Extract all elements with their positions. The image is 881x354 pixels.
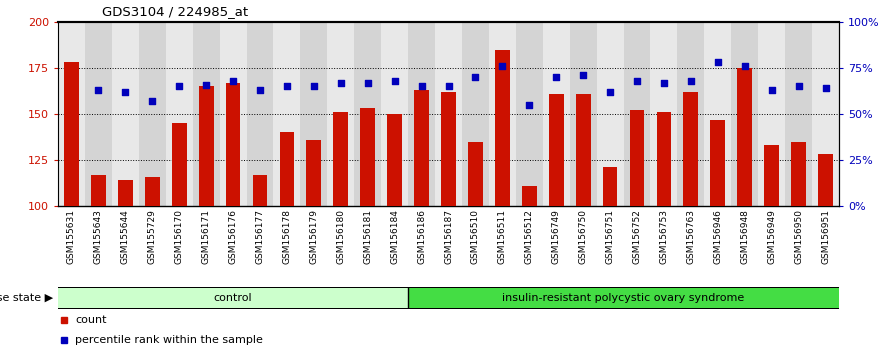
Text: insulin-resistant polycystic ovary syndrome: insulin-resistant polycystic ovary syndr… xyxy=(502,293,744,303)
Bar xyxy=(58,22,85,206)
Text: disease state ▶: disease state ▶ xyxy=(0,293,53,303)
Bar xyxy=(543,22,570,206)
Bar xyxy=(58,288,408,308)
Bar xyxy=(596,22,624,206)
Bar xyxy=(603,167,618,206)
Bar xyxy=(85,22,112,206)
Bar xyxy=(759,22,785,206)
Bar xyxy=(139,22,166,206)
Bar xyxy=(253,175,268,206)
Point xyxy=(280,84,294,89)
Bar xyxy=(64,62,79,206)
Point xyxy=(199,82,213,87)
Bar xyxy=(381,22,408,206)
Point xyxy=(415,84,429,89)
Point xyxy=(92,87,106,93)
Point xyxy=(118,89,132,95)
Point xyxy=(657,80,671,86)
Bar xyxy=(489,22,516,206)
Point xyxy=(576,73,590,78)
Bar xyxy=(785,22,812,206)
Bar xyxy=(388,114,402,206)
Bar xyxy=(624,22,650,206)
Bar xyxy=(650,22,677,206)
Bar xyxy=(247,22,273,206)
Bar xyxy=(91,175,106,206)
Bar xyxy=(279,132,294,206)
Bar xyxy=(273,22,300,206)
Text: percentile rank within the sample: percentile rank within the sample xyxy=(75,335,263,345)
Bar xyxy=(408,288,839,308)
Point xyxy=(388,78,402,84)
Point xyxy=(791,84,805,89)
Bar xyxy=(462,22,489,206)
Point xyxy=(765,87,779,93)
Bar xyxy=(630,110,644,206)
Bar xyxy=(570,22,596,206)
Bar xyxy=(576,94,590,206)
Bar xyxy=(166,22,193,206)
Text: GDS3104 / 224985_at: GDS3104 / 224985_at xyxy=(102,5,248,18)
Point xyxy=(549,74,563,80)
Point xyxy=(226,78,241,84)
Point xyxy=(495,63,509,69)
Bar xyxy=(704,22,731,206)
Bar xyxy=(199,86,213,206)
Point xyxy=(253,87,267,93)
Bar xyxy=(764,145,779,206)
Bar xyxy=(414,90,429,206)
Bar xyxy=(731,22,759,206)
Point xyxy=(172,84,186,89)
Bar xyxy=(812,22,839,206)
Point xyxy=(684,78,698,84)
Bar xyxy=(118,180,133,206)
Bar xyxy=(435,22,462,206)
Bar xyxy=(522,186,537,206)
Bar xyxy=(791,142,806,206)
Point xyxy=(522,102,537,108)
Bar xyxy=(516,22,543,206)
Bar xyxy=(818,154,833,206)
Bar xyxy=(360,108,375,206)
Point xyxy=(737,63,751,69)
Bar xyxy=(219,22,247,206)
Bar xyxy=(441,92,455,206)
Point xyxy=(469,74,483,80)
Bar xyxy=(193,22,219,206)
Point xyxy=(603,89,617,95)
Point xyxy=(630,78,644,84)
Bar xyxy=(677,22,704,206)
Bar xyxy=(684,92,699,206)
Bar xyxy=(307,140,322,206)
Point xyxy=(818,85,833,91)
Bar xyxy=(172,123,187,206)
Point xyxy=(360,80,374,86)
Text: control: control xyxy=(214,293,252,303)
Bar xyxy=(408,22,435,206)
Bar xyxy=(737,68,752,206)
Point xyxy=(145,98,159,104)
Bar xyxy=(333,112,348,206)
Bar xyxy=(710,120,725,206)
Bar xyxy=(144,177,159,206)
Bar xyxy=(112,22,139,206)
Bar xyxy=(226,83,241,206)
Bar xyxy=(656,112,671,206)
Bar xyxy=(354,22,381,206)
Point xyxy=(441,84,455,89)
Text: count: count xyxy=(75,315,107,325)
Point xyxy=(307,84,321,89)
Point xyxy=(711,59,725,65)
Bar xyxy=(468,142,483,206)
Bar xyxy=(328,22,354,206)
Bar xyxy=(300,22,328,206)
Point xyxy=(334,80,348,86)
Bar xyxy=(549,94,564,206)
Bar xyxy=(495,50,510,206)
